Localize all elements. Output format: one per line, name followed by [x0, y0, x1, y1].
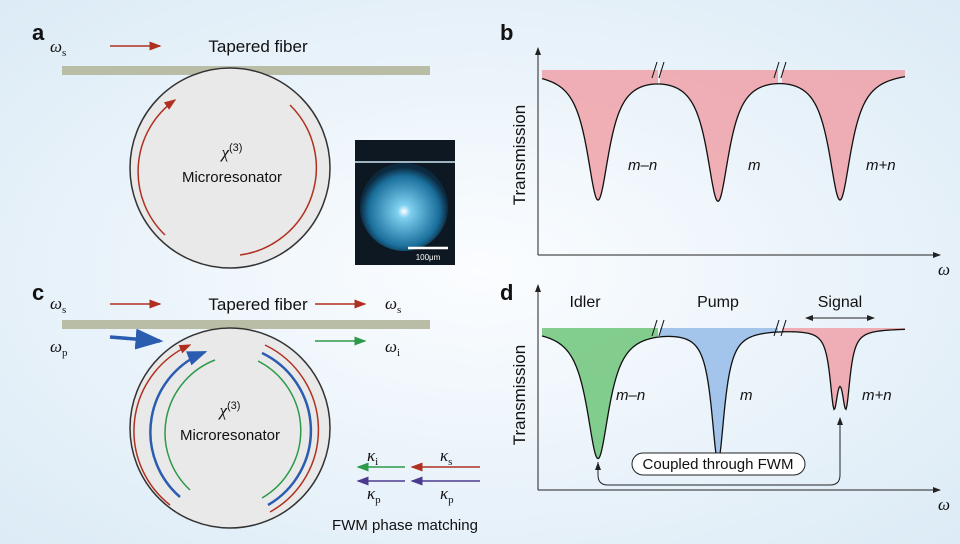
input-label: ωs [50, 294, 66, 316]
output-label: ωs [385, 294, 401, 316]
resonator-label: Microresonator [182, 169, 282, 186]
arc [257, 360, 302, 499]
panel-label: b [500, 20, 513, 45]
transmission-curve [541, 76, 906, 203]
x-axis-label: ω [938, 495, 950, 514]
arc [264, 344, 320, 513]
arc [133, 344, 192, 506]
axis-break [780, 61, 787, 79]
axis-break [651, 61, 658, 79]
dip-fill [782, 70, 905, 201]
arc [261, 351, 313, 507]
fiber-label: Tapered fiber [208, 295, 308, 314]
signal-label: ωs [50, 37, 66, 59]
dip-fill [542, 70, 658, 201]
scale-label: 100μm [416, 253, 441, 262]
wave-label: Idler [569, 294, 601, 311]
arc [239, 104, 318, 256]
dip-fill [660, 70, 778, 202]
mode-label: m [740, 387, 753, 404]
coupling-path [597, 417, 843, 486]
arc [164, 359, 216, 491]
mode-label: m–n [628, 157, 657, 174]
x-axis-label: ω [938, 260, 950, 279]
transmission-curve [541, 328, 906, 464]
kappa: κp [367, 484, 381, 506]
axis-break [658, 319, 665, 337]
mode-label: m+n [862, 387, 892, 404]
mode-label: m [748, 157, 761, 174]
fiber-label: Tapered fiber [208, 37, 308, 56]
photo-disk [360, 163, 448, 251]
chi: χ(3) [220, 142, 243, 162]
mode-label: m+n [866, 157, 896, 174]
wave-label: Pump [697, 294, 739, 311]
input-label: ωp [50, 337, 68, 359]
kappa: κs [440, 446, 452, 468]
panel-label: d [500, 280, 513, 305]
axis-break [773, 319, 780, 337]
axis-break [773, 61, 780, 79]
output-label: ωi [385, 337, 400, 359]
resonator [129, 67, 331, 269]
kappa: κi [367, 446, 378, 468]
y-axis-label: Transmission [510, 345, 529, 445]
coupling-box [631, 452, 806, 476]
arc [149, 350, 208, 498]
panel-label: c [32, 280, 44, 305]
mode-label: m–n [616, 387, 645, 404]
axis-break [651, 319, 658, 337]
dip-fill [782, 328, 905, 410]
chi: χ(3) [218, 400, 241, 420]
axis-break [780, 319, 787, 337]
dip-fill [660, 328, 778, 462]
dip-fill [542, 328, 658, 459]
kappa: κp [440, 484, 454, 506]
axis-break [658, 61, 665, 79]
wave-label: Signal [818, 294, 862, 311]
arc [137, 99, 177, 236]
arrow [109, 328, 164, 350]
caption: FWM phase matching [332, 517, 478, 534]
fiber [62, 320, 430, 329]
coupling-label: Coupled through FWM [643, 456, 794, 473]
panel-label: a [32, 20, 45, 45]
y-axis-label: Transmission [510, 105, 529, 205]
resonator-label: Microresonator [180, 427, 280, 444]
